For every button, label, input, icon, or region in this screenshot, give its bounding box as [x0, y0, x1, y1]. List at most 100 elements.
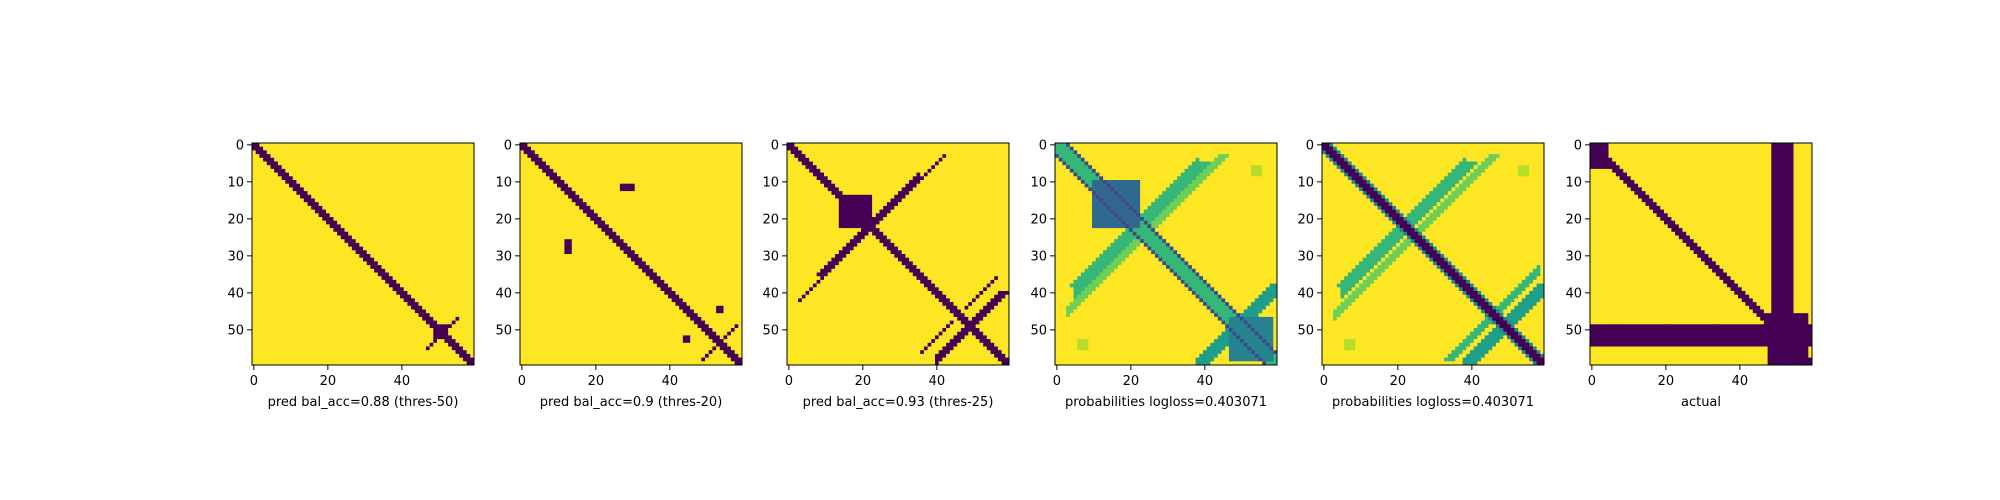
heatmap-cell — [672, 184, 676, 188]
heatmap-cell — [590, 158, 594, 162]
heatmap-cell — [463, 254, 467, 258]
heatmap-cell — [356, 343, 360, 347]
heatmap-cell — [426, 180, 430, 184]
heatmap-cell — [598, 184, 602, 188]
heatmap-cell — [315, 143, 319, 147]
heatmap-cell — [531, 202, 535, 206]
heatmap-cell — [407, 354, 411, 358]
heatmap-cell — [308, 254, 312, 258]
heatmap-cell — [594, 221, 598, 225]
heatmap-cell — [267, 154, 271, 158]
heatmap-cell — [459, 243, 463, 247]
heatmap-cell — [448, 176, 452, 180]
heatmap-cell — [341, 250, 345, 254]
heatmap-cell — [282, 169, 286, 173]
heatmap-cell — [415, 339, 419, 343]
heatmap-cell — [367, 147, 371, 151]
heatmap-cell — [426, 191, 430, 195]
heatmap-cell — [448, 243, 452, 247]
heatmap-cell — [712, 213, 716, 217]
heatmap-cell — [389, 258, 393, 262]
heatmap-cell — [467, 239, 471, 243]
heatmap-cell — [419, 202, 423, 206]
heatmap-cell — [296, 343, 300, 347]
heatmap-cell — [271, 321, 275, 325]
heatmap-cell — [293, 147, 297, 151]
heatmap-cell — [400, 176, 404, 180]
heatmap-cell — [252, 291, 256, 295]
heatmap-cell — [278, 162, 282, 166]
heatmap-cell — [393, 343, 397, 347]
heatmap-cell — [735, 187, 739, 191]
heatmap-cell — [382, 202, 386, 206]
heatmap-cell — [263, 232, 267, 236]
heatmap-cell — [664, 158, 668, 162]
heatmap-cell — [646, 213, 650, 217]
heatmap-cell — [337, 265, 341, 269]
heatmap-cell — [333, 291, 337, 295]
heatmap-cell — [337, 339, 341, 343]
heatmap-cell — [293, 343, 297, 347]
heatmap-cell — [444, 287, 448, 291]
heatmap-cell — [735, 202, 739, 206]
heatmap-cell — [437, 154, 441, 158]
heatmap-cell — [337, 176, 341, 180]
heatmap-cell — [356, 147, 360, 151]
heatmap-cell — [374, 143, 378, 147]
heatmap-cell — [252, 343, 256, 347]
heatmap-cell — [256, 165, 260, 169]
heatmap-cell — [642, 147, 646, 151]
heatmap-cell — [393, 324, 397, 328]
heatmap-cell — [452, 284, 456, 288]
heatmap-cell — [363, 169, 367, 173]
heatmap-cell — [271, 228, 275, 232]
heatmap-cell — [456, 221, 460, 225]
heatmap-cell — [393, 195, 397, 199]
heatmap-cell — [322, 187, 326, 191]
heatmap-cell — [382, 250, 386, 254]
heatmap-cell — [333, 224, 337, 228]
heatmap-cell — [278, 202, 282, 206]
heatmap-cell — [456, 295, 460, 299]
heatmap-cell — [322, 269, 326, 273]
heatmap-cell — [456, 206, 460, 210]
heatmap-cell — [624, 206, 628, 210]
heatmap-cell — [448, 228, 452, 232]
heatmap-cell — [333, 280, 337, 284]
heatmap-cell — [393, 284, 397, 288]
heatmap-cell — [672, 154, 676, 158]
heatmap-cell — [304, 265, 308, 269]
heatmap-cell — [650, 195, 654, 199]
heatmap-cell — [370, 313, 374, 317]
heatmap-cell — [374, 317, 378, 321]
heatmap-cell — [620, 213, 624, 217]
heatmap-cell — [456, 306, 460, 310]
heatmap-cell — [333, 239, 337, 243]
heatmap-cell — [657, 180, 661, 184]
heatmap-cell — [426, 217, 430, 221]
heatmap-cell — [337, 210, 341, 214]
heatmap-cell — [385, 162, 389, 166]
heatmap-cell — [415, 302, 419, 306]
heatmap-cell — [400, 173, 404, 177]
heatmap-cell — [333, 150, 337, 154]
heatmap-cell — [385, 232, 389, 236]
heatmap-cell — [352, 221, 356, 225]
heatmap-cell — [441, 184, 445, 188]
heatmap-cell — [448, 328, 452, 332]
heatmap-cell — [396, 339, 400, 343]
heatmap-cell — [356, 150, 360, 154]
heatmap-cell — [256, 191, 260, 195]
heatmap-cell — [520, 221, 524, 225]
heatmap-cell — [441, 310, 445, 314]
heatmap-cell — [419, 302, 423, 306]
heatmap-cell — [271, 298, 275, 302]
heatmap-cell — [378, 176, 382, 180]
heatmap-cell — [393, 358, 397, 362]
heatmap-cell — [527, 165, 531, 169]
heatmap-cell — [267, 287, 271, 291]
heatmap-cell — [315, 298, 319, 302]
heatmap-cell — [583, 187, 587, 191]
heatmap-cell — [642, 213, 646, 217]
heatmap-cell — [337, 213, 341, 217]
